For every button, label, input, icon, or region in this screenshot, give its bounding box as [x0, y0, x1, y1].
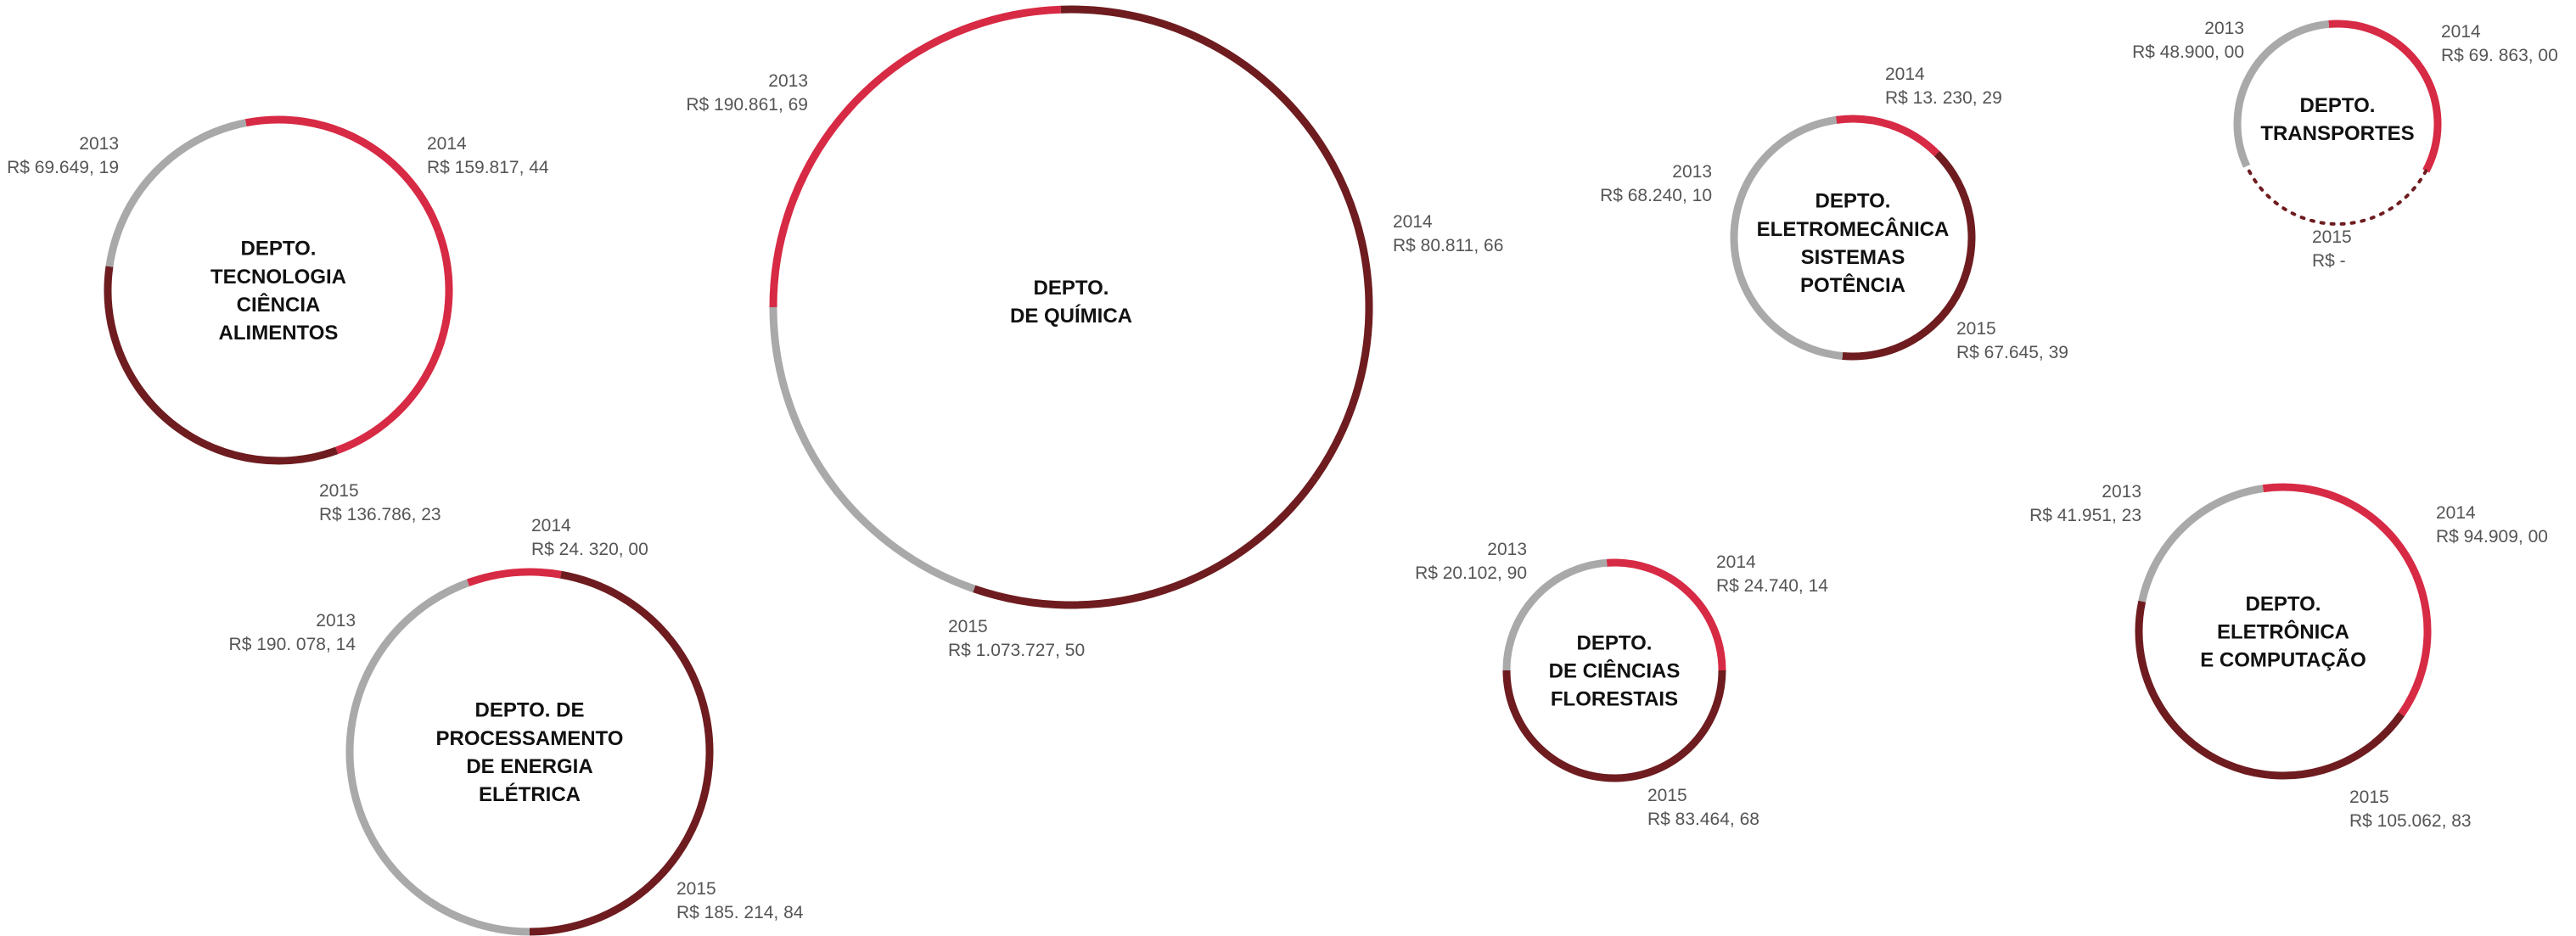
year-label: 2014 [1885, 64, 1925, 84]
value-label: R$ 67.645, 39 [1956, 343, 2068, 362]
value-label: R$ 48.900, 00 [2132, 42, 2244, 62]
department-tecnologia-alimentos: DEPTO. TECNOLOGIA CIÊNCIA ALIMENTOS 2013 R$ 6… [7, 115, 549, 524]
department-name-line: DEPTO. [2246, 592, 2321, 615]
arc-eletronica-computacao-2015 [2135, 600, 2405, 780]
year-label: 2015 [1956, 319, 1996, 339]
year-label: 2013 [79, 134, 119, 154]
arc-quimica-2015 [973, 475, 1319, 609]
value-label: R$ 185. 214, 84 [676, 903, 804, 922]
department-name-line: PROCESSAMENTO [436, 727, 624, 750]
value-label: R$ 1.073.727, 50 [948, 641, 1085, 660]
department-energia-eletrica: DEPTO. DE PROCESSAMENTO DE ENERGIA ELÉTRICA… [229, 516, 804, 936]
arc-ciencias-florestais-2015 [1502, 670, 1726, 782]
department-name-line: E COMPUTAÇÃO [2200, 648, 2366, 672]
department-eletronica-computacao: DEPTO. ELETRÔNICA E COMPUTAÇÃO 2013 R$ 41.95… [2029, 482, 2548, 831]
department-ciencias-florestais: DEPTO. DE CIÊNCIAS FLORESTAIS 2013 R$ 20.102… [1415, 540, 1828, 829]
value-label: R$ 69. 863, 00 [2441, 46, 2558, 65]
year-label: 2014 [1393, 212, 1433, 232]
arc-eletronica-computacao-2013 [2138, 485, 2264, 603]
department-name-line: CIÊNCIA [237, 293, 321, 317]
year-label: 2015 [1647, 786, 1687, 805]
arc-eletromecanica-2015 [1842, 150, 1976, 361]
value-label: R$ 94.909, 00 [2436, 527, 2548, 546]
value-label: R$ 190.861, 69 [686, 95, 808, 115]
department-name-line: DEPTO. [241, 238, 317, 261]
year-label: 2013 [1487, 540, 1527, 559]
value-label: R$ 20.102, 90 [1415, 563, 1527, 583]
value-label: R$ 83.464, 68 [1647, 810, 1759, 829]
department-name-line: DEPTO. [1034, 277, 1109, 300]
department-name-line: ELÉTRICA [479, 782, 581, 806]
year-label: 2014 [2436, 503, 2476, 523]
department-name-line: DE QUÍMICA [1010, 304, 1132, 328]
value-label: R$ 159.817, 44 [427, 158, 549, 177]
year-label: 2015 [676, 879, 716, 899]
department-name-line: DEPTO. DE [475, 699, 585, 722]
year-label: 2015 [948, 617, 988, 636]
value-label: R$ 105.062, 83 [2349, 811, 2472, 831]
department-name-line: DEPTO. [1816, 190, 1891, 213]
year-label: 2014 [427, 134, 467, 154]
year-label: 2013 [2204, 19, 2244, 38]
arc-energia-eletrica-2014 [466, 568, 562, 587]
year-label: 2015 [319, 481, 359, 501]
year-label: 2014 [1716, 552, 1756, 572]
department-name-line: FLORESTAIS [1551, 688, 1678, 711]
year-label: 2015 [2312, 227, 2352, 247]
arc-energia-eletrica-2013 [345, 579, 530, 936]
department-name-line: ELETROMECÂNICA [1757, 217, 1950, 241]
department-name-line: DE CIÊNCIAS [1549, 659, 1681, 682]
arc-ciencias-florestais-2014 [1606, 558, 1726, 671]
department-name-line: TRANSPORTES [2260, 122, 2414, 145]
arc-quimica-2013 [769, 306, 976, 593]
arc-eletronica-computacao-2014 [2262, 483, 2432, 717]
year-label: 2014 [531, 516, 571, 535]
arc-tecnologia-alimentos-2015 [104, 266, 339, 465]
department-name-line: SISTEMAS [1801, 246, 1905, 269]
arc-eletromecanica-2013 [1730, 115, 1844, 360]
arc-quimica-2014 [769, 5, 1061, 308]
year-label: 2015 [2349, 787, 2389, 807]
value-label: R$ 41.951, 23 [2029, 506, 2141, 525]
arc-eletromecanica-2014 [1835, 115, 1940, 157]
value-label: R$ 190. 078, 14 [229, 635, 356, 654]
value-label: R$ 13. 230, 29 [1885, 88, 2002, 108]
arc-tecnologia-alimentos-2013 [105, 119, 247, 267]
department-quimica: DEPTO. DE QUÍMICA 2013 R$ 190.861, 69 2014 R$… [686, 5, 1503, 660]
department-transportes: DEPTO. TRANSPORTES 2013 R$ 48.900, 00 2014 R$… [2132, 19, 2558, 271]
department-name-line: DE ENERGIA [466, 755, 592, 778]
year-label: 2014 [2441, 22, 2481, 42]
department-name-line: DEPTO. [1577, 631, 1653, 654]
value-label: R$ 80.811, 66 [1393, 236, 1503, 255]
arc-transportes-2013 [2233, 20, 2330, 168]
department-name-line: ELETRÔNICA [2217, 619, 2349, 643]
value-label: R$ 24. 320, 00 [531, 540, 648, 559]
arc-quimica-2015 [1060, 5, 1373, 480]
year-label: 2013 [768, 71, 808, 91]
arc-ciencias-florestais-2013 [1502, 558, 1608, 671]
year-label: 2013 [1672, 162, 1712, 182]
value-label: R$ 24.740, 14 [1716, 576, 1828, 596]
arc-tecnologia-alimentos-2014 [244, 115, 443, 233]
value-label: R$ 68.240, 10 [1600, 186, 1712, 205]
department-name-line: TECNOLOGIA [210, 266, 346, 289]
arc-tecnologia-alimentos-2014 [335, 230, 453, 455]
arc-transportes-2015 [2245, 164, 2428, 226]
year-label: 2013 [316, 611, 356, 631]
arc-energia-eletrica-2015 [529, 570, 714, 936]
department-name-line: POTÊNCIA [1800, 273, 1905, 297]
department-eletromecanica: DEPTO. ELETROMECÂNICA SISTEMAS POTÊNCIA 2013… [1600, 64, 2068, 362]
value-label: R$ 69.649, 19 [7, 158, 119, 177]
department-name-line: DEPTO. [2300, 94, 2376, 117]
value-label: R$ 136.786, 23 [319, 505, 441, 524]
year-label: 2013 [2102, 482, 2141, 502]
value-label: R$ - [2312, 251, 2346, 271]
arc-transportes-2014 [2328, 20, 2442, 173]
department-name-line: ALIMENTOS [219, 322, 339, 345]
